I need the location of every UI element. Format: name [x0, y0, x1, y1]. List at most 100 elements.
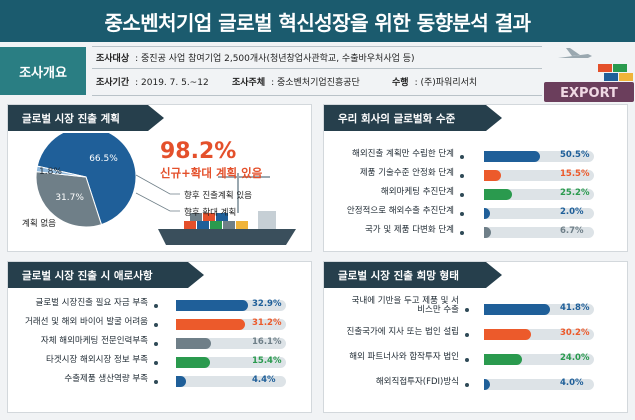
- overview-label: 조사개요: [0, 47, 86, 95]
- overview-period-value: : 2019. 7. 5.~12: [135, 78, 209, 88]
- bar-connector-dot: [465, 358, 469, 362]
- bar-track: [176, 376, 286, 387]
- panel-difficulties: 글로벌 시장 진출 시 애로사항 글로벌 시장진출 필요 자금 부족 32.9% 거…: [7, 261, 312, 413]
- bar-row: 해외진출 계획만 수립한 단계 50.5%: [324, 149, 594, 164]
- bar-connector-dot: [154, 323, 158, 327]
- overview-host-value: : 중소벤처기업진흥공단: [271, 78, 360, 88]
- overview-contractor-value: : (주)파워리서치: [414, 78, 478, 88]
- bar-value-label: 15.5%: [560, 169, 590, 179]
- bar-row: 제품 기술수준 안정화 단계 15.5%: [324, 168, 594, 183]
- bar-value-label: 32.9%: [252, 299, 282, 309]
- bar-category-label: 자체 해외마케팅 전문인력부족: [40, 336, 148, 346]
- overview-period-key: 조사기간: [96, 78, 130, 88]
- bar-row: 진출국가에 지사 또는 법인 설립 30.2%: [324, 327, 594, 342]
- bar-row: 글로벌 시장진출 필요 자금 부족 32.9%: [8, 298, 286, 313]
- panel-hope-header: 글로벌 시장 진출 희망 형태: [324, 262, 502, 288]
- overview-contractor: 수행 : (주)파워리서치: [392, 75, 477, 88]
- bar-category-label: 해외진출 계획만 수립한 단계: [352, 149, 454, 159]
- bar-fill: [484, 189, 512, 200]
- bar-connector-dot: [465, 383, 469, 387]
- panel-hope: 글로벌 시장 진출 희망 형태 국내에 기반을 두고 제품 및 서비스만 수출 4…: [323, 261, 628, 413]
- bar-row: 해외 파트너사와 합작투자 법인 24.0%: [324, 352, 594, 367]
- bar-connector-dot: [154, 380, 158, 384]
- bar-fill: [176, 300, 249, 311]
- bar-value-label: 4.4%: [252, 375, 276, 385]
- bar-connector-dot: [465, 333, 469, 337]
- bar-connector-dot: [154, 342, 158, 346]
- bar-fill: [484, 354, 522, 365]
- bar-value-label: 24.0%: [560, 353, 590, 363]
- overview-period: 조사기간 : 2019. 7. 5.~12: [96, 75, 209, 88]
- overview-host: 조사주체 : 중소벤처기업진흥공단: [232, 75, 360, 88]
- bar-fill: [176, 338, 212, 349]
- overview-divider: [92, 95, 542, 96]
- overview-subject-value: : 중진공 사업 참여기업 2,500개사(청년창업사관학교, 수출바우처사업 …: [135, 54, 415, 64]
- bar-row: 해외마케팅 추진단계 25.2%: [324, 187, 594, 202]
- container-stack-icon: [598, 64, 633, 81]
- legend-no-plan: 계획 없음: [22, 219, 56, 229]
- bar-track: [484, 354, 594, 365]
- export-sign-text: EXPORT: [560, 86, 618, 101]
- bar-value-label: 41.8%: [560, 303, 590, 313]
- bar-connector-dot: [154, 361, 158, 365]
- bar-connector-dot: [460, 212, 464, 216]
- overview-divider: [92, 46, 542, 47]
- bar-category-label: 타겟시장 해외시장 정보 부족: [46, 355, 148, 365]
- bar-connector-dot: [154, 304, 158, 308]
- pie-slice: [35, 171, 103, 228]
- plans-pie-chart: 66.5% 31.7% 1.8%: [35, 133, 296, 245]
- pie-value-label: 66.5%: [89, 154, 118, 164]
- bar-fill: [176, 357, 210, 368]
- bar-category-label: 글로벌 시장진출 필요 자금 부족: [35, 298, 148, 308]
- bar-fill: [484, 208, 490, 219]
- bar-category-label: 국가 및 제품 다변화 단계: [364, 225, 454, 235]
- bar-row: 국가 및 제품 다변화 단계 6.7%: [324, 225, 594, 240]
- export-sign: [544, 82, 634, 102]
- bar-track: [484, 227, 594, 238]
- bar-value-label: 4.0%: [560, 378, 584, 388]
- bar-track: [484, 304, 594, 315]
- bar-row: 타겟시장 해외시장 정보 부족 15.4%: [8, 355, 286, 370]
- bar-track: [484, 379, 594, 390]
- overview-host-key: 조사주체: [232, 78, 266, 88]
- overview-contractor-key: 수행: [392, 78, 409, 88]
- legend-expand-plan: 향후 확대 계획: [184, 208, 237, 218]
- page-title: 중소벤처기업 글로벌 혁신성장을 위한 동향분석 결과: [0, 0, 635, 42]
- bar-category-label: 국내에 기반을 두고 제품 및 서비스만 수출: [351, 296, 459, 316]
- plans-highlight-pct: 98.2%: [160, 139, 237, 164]
- airplane-icon: [558, 48, 592, 58]
- bar-track: [176, 357, 286, 368]
- bar-category-label: 해외마케팅 추진단계: [380, 187, 454, 197]
- bar-row: 안정적으로 해외수출 추진단계 2.0%: [324, 206, 594, 221]
- bar-value-label: 6.7%: [560, 226, 584, 236]
- bar-value-label: 31.2%: [252, 318, 282, 328]
- bar-track: [176, 338, 286, 349]
- bar-category-label: 진출국가에 지사 또는 법인 설립: [346, 327, 459, 337]
- bar-track: [484, 208, 594, 219]
- bar-row: 수출제품 생산역량 부족 4.4%: [8, 374, 286, 389]
- bar-track: [484, 329, 594, 340]
- bar-category-label: 해외 파트너사와 합작투자 법인: [349, 352, 459, 362]
- bar-fill: [484, 379, 491, 390]
- bar-track: [484, 189, 594, 200]
- bar-track: [176, 300, 286, 311]
- bar-category-label: 해외직접투자(FDI)방식: [375, 377, 459, 387]
- bar-row: 자체 해외마케팅 전문인력부족 16.1%: [8, 336, 286, 351]
- legend-future-plan: 향후 진출계획 있음: [184, 191, 252, 201]
- pie-leader-line: [135, 174, 180, 195]
- bar-connector-dot: [460, 155, 464, 159]
- bar-value-label: 50.5%: [560, 150, 590, 160]
- bar-fill: [176, 376, 186, 387]
- bar-fill: [176, 319, 245, 330]
- bar-category-label: 안정적으로 해외수출 추진단계: [346, 206, 454, 216]
- bar-connector-dot: [460, 174, 464, 178]
- bar-fill: [484, 170, 502, 181]
- cargo-ship-icon: [158, 173, 296, 245]
- bar-connector-dot: [460, 193, 464, 197]
- bar-connector-dot: [465, 308, 469, 312]
- bar-row: 해외직접투자(FDI)방식 4.0%: [324, 377, 594, 392]
- bar-value-label: 2.0%: [560, 207, 584, 217]
- bar-value-label: 30.2%: [560, 328, 590, 338]
- overview-subject-key: 조사대상: [96, 54, 130, 64]
- bar-fill: [484, 304, 550, 315]
